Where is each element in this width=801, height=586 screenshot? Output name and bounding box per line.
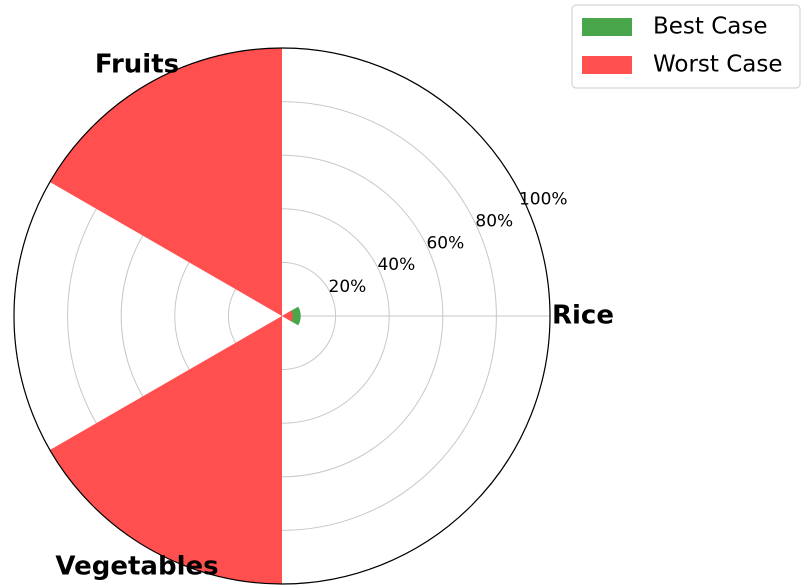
r-tick-label: 60% [426,233,464,253]
bar [282,310,293,322]
bar [49,316,282,584]
category-label: Fruits [95,49,179,79]
r-tick-label: 40% [377,255,415,275]
polar-frame [13,47,551,585]
legend-swatch [582,18,632,36]
bar [49,48,282,316]
legend-label: Worst Case [653,52,783,78]
r-tick-label: 100% [519,190,568,210]
legend-label: Best Case [653,14,768,40]
category-label: Vegetables [55,552,218,582]
r-tick-label: 80% [475,211,513,231]
category-label: Rice [552,301,614,331]
r-tick-label: 20% [329,277,367,297]
legend-swatch [582,56,632,74]
